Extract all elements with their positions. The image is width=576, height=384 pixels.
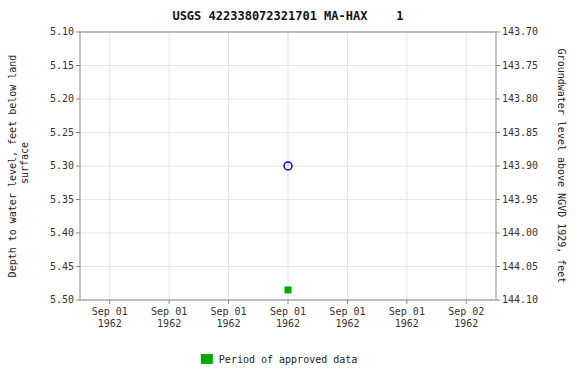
y2-tick	[496, 199, 500, 200]
y-tick	[76, 99, 80, 100]
y-tick-label: 5.10	[50, 26, 74, 37]
grid-line	[228, 32, 229, 300]
grid-line	[466, 32, 467, 300]
y2-axis-label: Groundwater level above NGVD 1929, feet	[556, 49, 567, 284]
x-tick	[109, 300, 110, 304]
x-tick-label: Sep 011962	[211, 306, 247, 329]
data	[284, 162, 292, 293]
y-axis-label: Depth to water level, feet below land su…	[7, 55, 30, 278]
y-tick-label: 5.35	[50, 194, 74, 205]
x-tick-label-line: 1962	[157, 318, 181, 329]
y-tick-label: 5.50	[50, 294, 74, 305]
y-axis-label-line: Depth to water level, feet below land	[7, 55, 18, 278]
y-axis-label-line: surface	[19, 142, 30, 190]
grid-line	[347, 32, 348, 300]
y-tick-label: 5.20	[50, 93, 74, 104]
y2-tick-label: 143.80	[502, 93, 538, 104]
y-tick	[76, 199, 80, 200]
plot-frame	[80, 32, 496, 300]
legend-label: Period of approved data	[219, 354, 357, 365]
y2-tick-label: 144.10	[502, 294, 538, 305]
y-tick	[76, 132, 80, 133]
x-tick-label-line: 1962	[276, 318, 300, 329]
y2-tick	[496, 300, 500, 301]
y2-tick	[496, 132, 500, 133]
x-tick-label: Sep 011962	[92, 306, 128, 329]
x-tick-label-line: Sep 01	[389, 306, 425, 317]
y2-axis-label-line: Groundwater level above NGVD 1929, feet	[556, 49, 567, 284]
y2-tick	[496, 32, 500, 33]
x-tick-label-line: Sep 01	[211, 306, 247, 317]
y2-tick	[496, 99, 500, 100]
y2-tick-label: 144.00	[502, 227, 538, 238]
grid-line	[109, 32, 110, 300]
y2-tick	[496, 233, 500, 234]
y2-tick-label: 143.85	[502, 127, 538, 138]
title: USGS 422338072321701 MA-HAX 1	[172, 9, 403, 23]
y-tick	[76, 266, 80, 267]
x-tick-label: Sep 021962	[448, 306, 484, 329]
x-tick	[406, 300, 407, 304]
grid-line	[406, 32, 407, 300]
y-tick-label: 5.30	[50, 160, 74, 171]
x-tick-label-line: Sep 01	[270, 306, 306, 317]
point	[284, 162, 292, 170]
y-tick	[76, 300, 80, 301]
x-tick-label-line: 1962	[395, 318, 419, 329]
y-tick-label: 5.40	[50, 227, 74, 238]
y2-tick-label: 143.70	[502, 26, 538, 37]
y2-tick-label: 143.95	[502, 194, 538, 205]
axes: 5.10 5.15 5.20 5.25 5.30 5.35 5.40 5.45 5.50 144.…	[50, 26, 538, 329]
point	[285, 286, 292, 293]
x-tick-label-line: Sep 02	[448, 306, 484, 317]
y-tick	[76, 233, 80, 234]
x-tick-label-line: Sep 01	[92, 306, 128, 317]
y-tick-label: 5.15	[50, 60, 74, 71]
y-tick-label: 5.25	[50, 127, 74, 138]
grid-line	[288, 32, 289, 300]
x-tick-label-line: Sep 01	[151, 306, 187, 317]
y2-tick	[496, 166, 500, 167]
x-tick	[228, 300, 229, 304]
x-tick-label: Sep 011962	[389, 306, 425, 329]
x-tick-label-line: 1962	[217, 318, 241, 329]
x-tick	[347, 300, 348, 304]
y2-tick-label: 143.75	[502, 60, 538, 71]
x-tick-label-line: 1962	[335, 318, 359, 329]
x-tick-label: Sep 011962	[329, 306, 365, 329]
chart: 5.10 5.15 5.20 5.25 5.30 5.35 5.40 5.45 5.50 144.…	[0, 0, 576, 384]
x-tick	[466, 300, 467, 304]
x-tick-label-line: 1962	[98, 318, 122, 329]
x-tick-label-line: 1962	[454, 318, 478, 329]
y-tick-label: 5.45	[50, 261, 74, 272]
legend-swatch	[201, 354, 213, 364]
y2-tick-label: 143.90	[502, 160, 538, 171]
legend: Period of approved data	[201, 354, 357, 365]
y-tick	[76, 166, 80, 167]
y2-tick	[496, 65, 500, 66]
y-tick	[76, 65, 80, 66]
grid	[80, 32, 496, 300]
x-tick	[169, 300, 170, 304]
y2-tick-label: 144.05	[502, 261, 538, 272]
grid-line	[169, 32, 170, 300]
x-tick-label-line: Sep 01	[329, 306, 365, 317]
y-tick	[76, 32, 80, 33]
x-tick-label: Sep 011962	[151, 306, 187, 329]
y2-tick	[496, 266, 500, 267]
x-tick	[288, 300, 289, 304]
x-tick-label: Sep 011962	[270, 306, 306, 329]
